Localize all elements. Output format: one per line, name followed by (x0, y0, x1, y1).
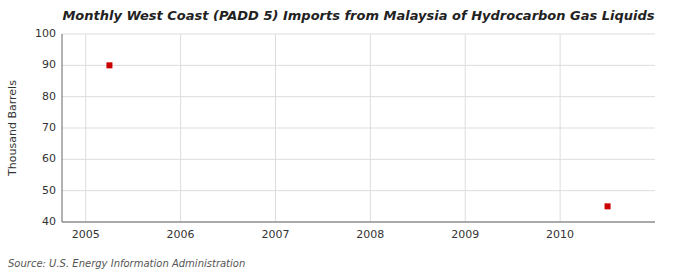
x-tick-label: 2006 (167, 228, 195, 241)
y-tick-label: 80 (42, 90, 56, 103)
x-tick-label: 2007 (261, 228, 289, 241)
x-tick-label: 2009 (451, 228, 479, 241)
point (605, 203, 611, 209)
points (106, 62, 610, 209)
x-grid-line (560, 34, 561, 222)
x-grid-line (180, 34, 181, 222)
y-grid-line (62, 34, 655, 35)
y-tick-label: 100 (35, 27, 56, 40)
y-axis-label: Thousand Barrels (6, 80, 19, 177)
y-tick-label: 50 (42, 184, 56, 197)
x-grid-line (275, 34, 276, 222)
x-grid-line (85, 34, 86, 222)
x-grid-line (465, 34, 466, 222)
source-text: Source: U.S. Energy Information Administ… (8, 258, 245, 269)
x-grid-line (370, 34, 371, 222)
grid (62, 34, 655, 222)
y-tick-label: 90 (42, 58, 56, 71)
x-tick-label: 2010 (546, 228, 574, 241)
y-grid-line (62, 222, 655, 223)
y-tick-label: 40 (42, 215, 56, 228)
point (106, 62, 112, 68)
y-axis-line (62, 34, 63, 222)
y-grid-line (62, 159, 655, 160)
x-tick-label: 2005 (72, 228, 100, 241)
y-grid-line (62, 190, 655, 191)
x-tick-label: 2008 (356, 228, 384, 241)
title: Monthly West Coast (PADD 5) Imports from… (62, 8, 654, 23)
y-grid-line (62, 96, 655, 97)
x-axis-line (62, 222, 655, 223)
y-grid-line (62, 65, 655, 66)
chart: 40 50 60 70 80 90 100 2005 2006 2007 2008 2009 2010 T… (0, 0, 675, 275)
y-tick-label: 70 (42, 121, 56, 134)
y-grid-line (62, 128, 655, 129)
y-tick-label: 60 (42, 152, 56, 165)
